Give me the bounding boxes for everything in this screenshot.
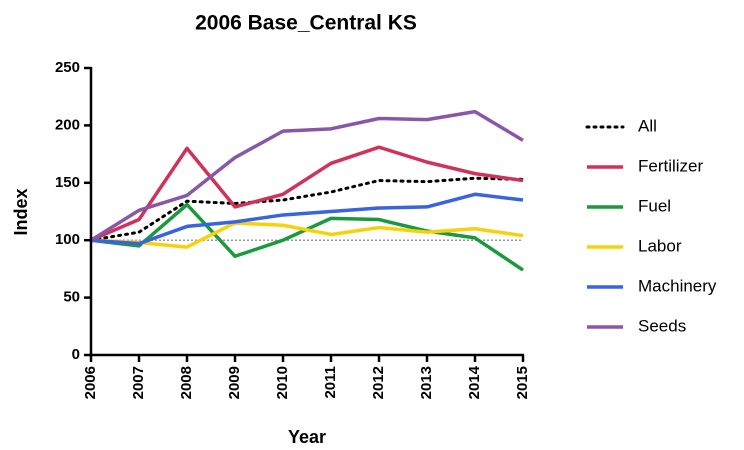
series-line: [90, 192, 524, 246]
y-tick-label: 250: [55, 59, 80, 76]
series-line: [90, 221, 524, 249]
legend-label: Labor: [638, 236, 682, 255]
legend-label: Fuel: [638, 196, 671, 215]
x-axis-title: Year: [288, 427, 326, 447]
x-tick-label: 2014: [466, 365, 483, 399]
y-tick-label: 50: [63, 289, 80, 306]
x-tick-label: 2010: [274, 366, 291, 399]
legend-label: Fertilizer: [638, 156, 704, 175]
y-axis-title: Index: [11, 188, 31, 235]
x-tick-label: 2007: [130, 366, 147, 399]
legend-label: All: [638, 116, 657, 135]
series-line: [90, 145, 524, 242]
x-tick-label: 2012: [370, 366, 387, 399]
x-tick-label: 2011: [322, 366, 339, 399]
x-tick-label: 2009: [226, 366, 243, 399]
y-tick-label: 100: [55, 231, 80, 248]
series-line: [89, 176, 525, 242]
legend-label: Machinery: [638, 276, 717, 295]
series-line: [90, 109, 524, 242]
y-tick-label: 200: [55, 116, 80, 133]
x-tick-label: 2008: [178, 366, 195, 399]
y-tick-label: 150: [55, 174, 80, 191]
x-tick-label: 2015: [514, 366, 531, 399]
x-tick-label: 2006: [82, 366, 99, 399]
x-tick-label: 2013: [418, 366, 435, 399]
legend-label: Seeds: [638, 316, 686, 335]
chart-title: 2006 Base_Central KS: [195, 12, 417, 35]
y-tick-label: 0: [72, 346, 80, 363]
